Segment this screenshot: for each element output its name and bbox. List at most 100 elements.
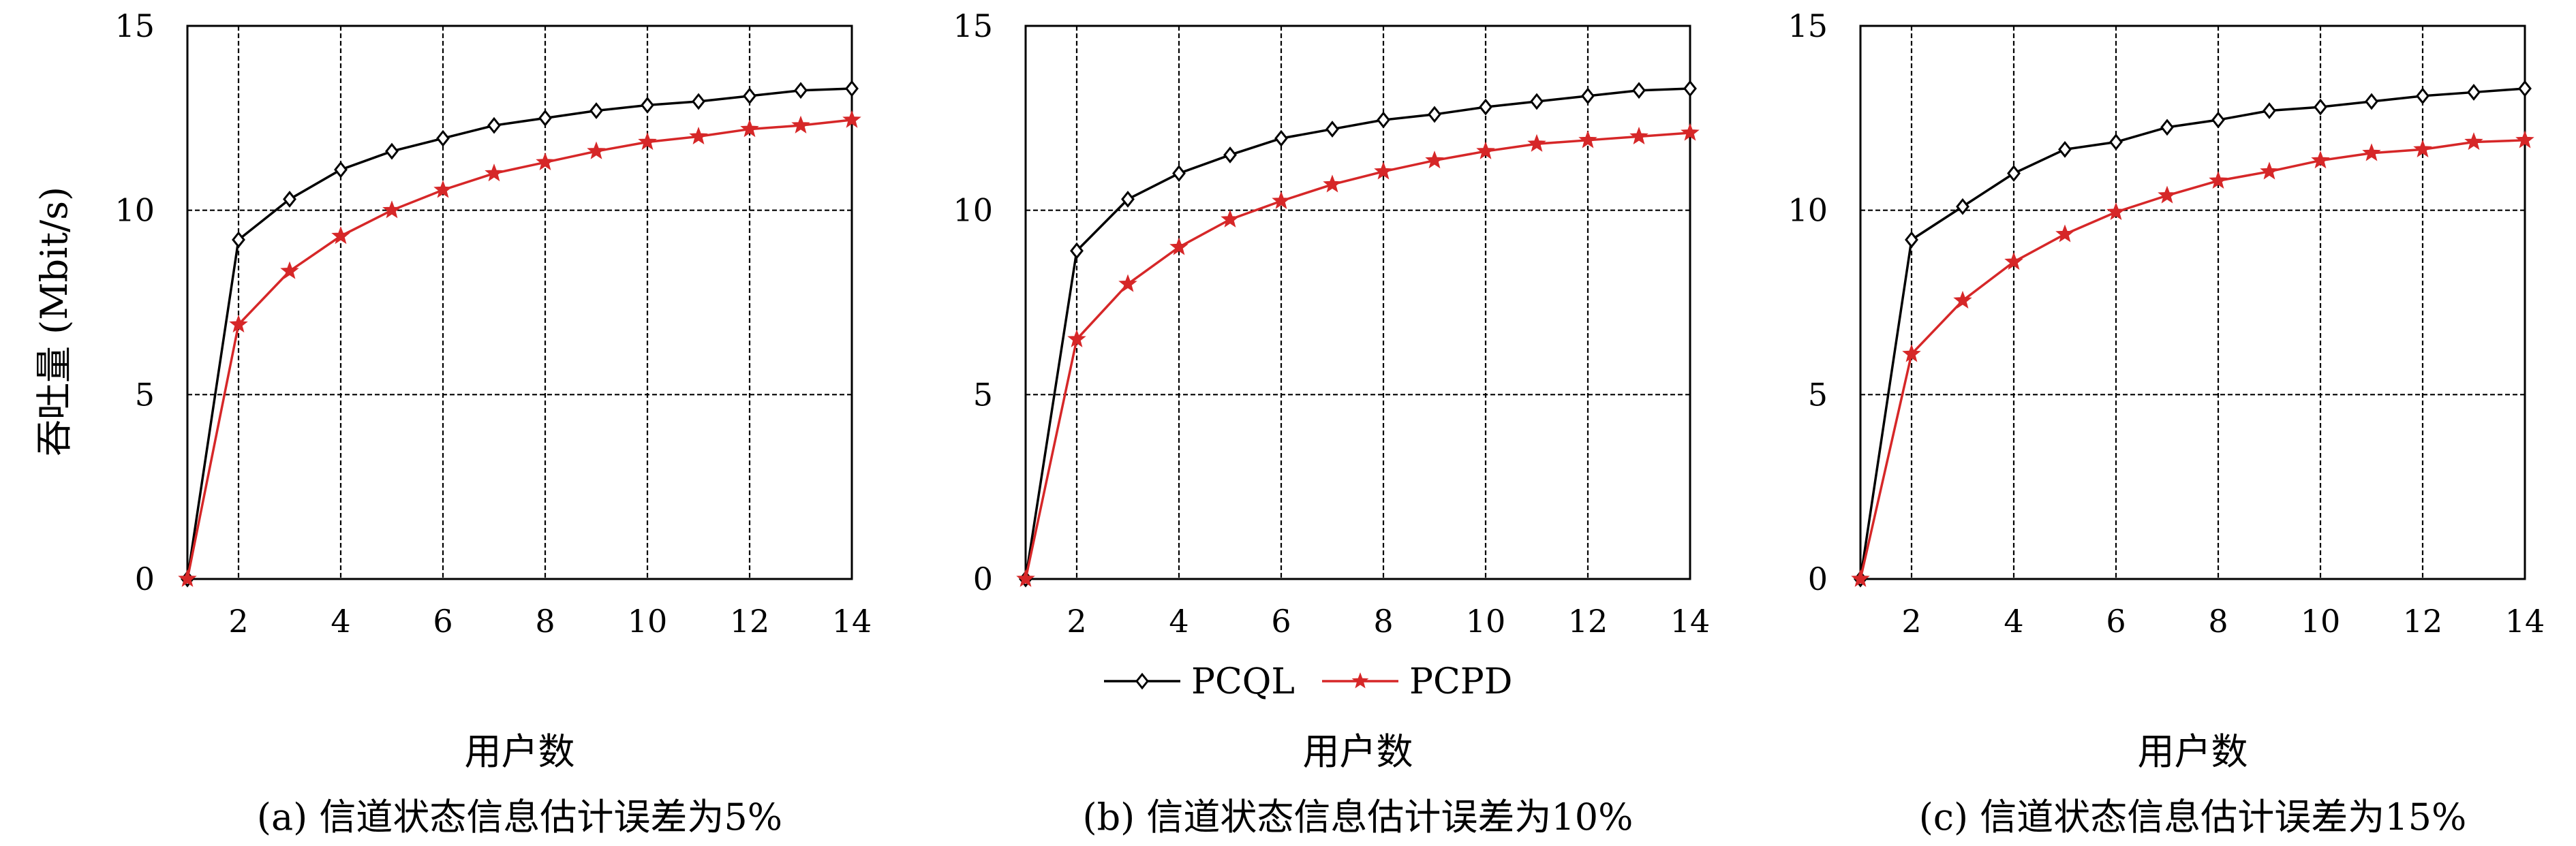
data-point-pcpd — [178, 569, 197, 587]
chart-panel-3: 2 4 6 8 10 12 14 0 5 10 15 用户数 (c) 信道状态信息估计误差为15% — [1788, 7, 2545, 839]
data-point-pcpd — [2055, 224, 2074, 242]
x-tick-label: 4 — [331, 603, 350, 640]
data-point-pcql — [692, 93, 705, 110]
data-point-pcpd — [331, 226, 350, 245]
data-point-pcql — [2007, 165, 2021, 182]
data-point-pcpd — [1476, 141, 1495, 159]
data-point-pcql — [2467, 84, 2481, 101]
data-point-pcql — [2518, 80, 2532, 97]
x-tick-label: 10 — [1466, 603, 1506, 640]
x-axis-title: 用户数 — [1303, 730, 1413, 773]
legend: PCQL PCPD — [1104, 661, 1512, 702]
data-point-pcql — [845, 80, 859, 97]
x-tick-label: 2 — [228, 603, 248, 640]
data-point-pcql — [2109, 134, 2123, 151]
x-tick-label: 2 — [1067, 603, 1086, 640]
y-tick-label: 10 — [1788, 192, 1828, 229]
data-point-pcql — [385, 142, 399, 160]
data-point-pcql — [1632, 82, 1646, 99]
data-point-pcpd — [2362, 143, 2381, 161]
y-axis-title: 吞吐量 (Mbit/s) — [33, 187, 76, 456]
data-point-pcql — [1479, 98, 1492, 116]
data-point-pcql — [283, 191, 296, 208]
y-tick-label: 0 — [135, 561, 155, 597]
data-point-pcql — [589, 102, 603, 119]
legend-marker-pcql — [1135, 672, 1149, 690]
data-point-pcpd — [1953, 290, 1972, 309]
chart-panel-1: 2 4 6 8 10 12 14 0 5 10 15 用户数 (a) 信道状态信息估计误差为5% — [114, 7, 872, 839]
x-tick-label: 4 — [1169, 603, 1189, 640]
data-point-pcql — [334, 161, 348, 178]
x-tick-label: 14 — [1670, 603, 1711, 640]
data-point-pcpd — [1578, 130, 1597, 148]
data-point-pcql — [2263, 102, 2276, 119]
data-point-pcql — [1956, 198, 1969, 215]
y-tick-label: 5 — [1808, 376, 1828, 413]
plot-frame — [1859, 25, 2526, 580]
x-tick-label: 10 — [2301, 603, 2341, 640]
data-point-pcpd — [587, 141, 606, 159]
data-point-pcpd — [2158, 185, 2177, 204]
x-tick-label: 6 — [2106, 603, 2126, 640]
x-tick-label: 6 — [433, 603, 453, 640]
data-point-pcql — [1530, 93, 1544, 110]
y-tick-label: 15 — [1788, 7, 1828, 44]
data-point-pcql — [2314, 98, 2327, 116]
series-line-pcpd — [186, 119, 853, 580]
data-point-pcpd — [1902, 344, 1921, 362]
x-tick-label: 10 — [628, 603, 668, 640]
data-point-pcql — [487, 116, 501, 134]
data-point-pcql — [1377, 111, 1390, 129]
data-point-pcql — [2211, 111, 2225, 129]
data-point-pcpd — [1374, 161, 1393, 180]
data-point-pcql — [794, 82, 808, 99]
data-point-pcpd — [740, 119, 759, 138]
data-point-pcpd — [1067, 329, 1086, 347]
data-point-pcpd — [1323, 174, 1342, 193]
data-point-pcql — [1172, 165, 1186, 182]
data-point-pcpd — [2413, 139, 2432, 158]
data-point-pcpd — [1425, 151, 1444, 169]
data-point-pcpd — [1681, 123, 1700, 141]
data-point-pcpd — [2515, 130, 2534, 148]
data-point-pcpd — [689, 126, 708, 145]
panel-caption: (c) 信道状态信息估计误差为15% — [1919, 796, 2467, 839]
series-line-pcql — [186, 87, 853, 580]
data-point-pcql — [538, 109, 552, 127]
data-point-pcpd — [2464, 132, 2483, 151]
series-line-pcql — [1859, 87, 2526, 580]
data-point-pcpd — [485, 163, 504, 182]
y-tick-label: 10 — [114, 192, 155, 229]
x-tick-label: 4 — [2004, 603, 2023, 640]
y-tick-label: 5 — [135, 376, 155, 413]
x-tick-label: 12 — [2403, 603, 2443, 640]
data-point-pcpd — [2209, 170, 2228, 189]
data-point-pcpd — [1118, 274, 1137, 292]
data-point-pcql — [1223, 146, 1237, 163]
legend-label-pcql: PCQL — [1191, 661, 1295, 702]
data-point-pcpd — [1016, 569, 1035, 587]
data-point-pcpd — [382, 200, 401, 219]
panel-caption: (b) 信道状态信息估计误差为10% — [1083, 796, 1634, 839]
x-tick-label: 12 — [730, 603, 770, 640]
data-point-pcpd — [1851, 569, 1870, 587]
data-point-pcpd — [1629, 126, 1649, 145]
x-tick-label: 2 — [1901, 603, 1921, 640]
legend-label-pcpd: PCPD — [1409, 661, 1512, 702]
data-point-pcql — [2365, 93, 2378, 110]
data-point-pcql — [1683, 80, 1697, 97]
x-tick-label: 6 — [1271, 603, 1291, 640]
x-tick-label: 8 — [535, 603, 555, 640]
data-point-pcpd — [2106, 202, 2126, 221]
data-point-pcql — [1428, 106, 1441, 123]
plot-frame — [1024, 25, 1691, 580]
data-point-pcpd — [2311, 151, 2330, 169]
data-point-pcpd — [229, 315, 248, 333]
y-tick-label: 10 — [953, 192, 993, 229]
data-point-pcpd — [1527, 134, 1546, 152]
data-point-pcpd — [2260, 161, 2279, 180]
data-point-pcql — [2160, 119, 2174, 136]
chart-panel-2: 2 4 6 8 10 12 14 0 5 10 15 用户数 (b) 信道状态信息估计误差为10% — [953, 7, 1710, 839]
plot-frame — [186, 25, 853, 580]
